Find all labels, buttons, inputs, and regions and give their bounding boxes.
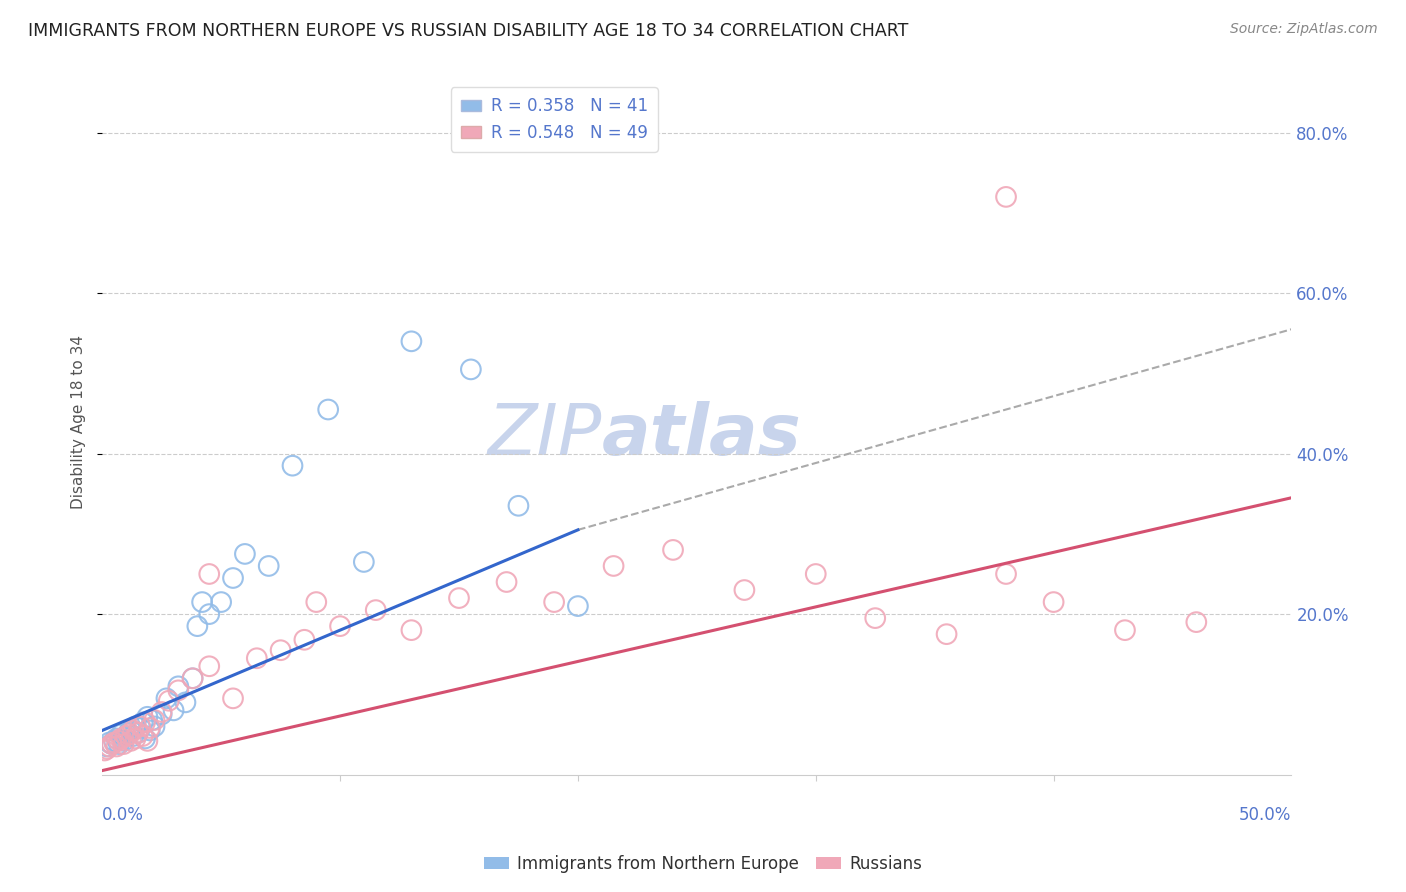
Point (209, 595, 232, 609)
Point (112, 737, 135, 751)
Point (136, 734, 159, 748)
Point (117, 726, 139, 740)
Point (157, 694, 180, 708)
Point (995, 190, 1018, 204)
Point (222, 571, 245, 585)
Point (167, 683, 190, 698)
Point (543, 595, 565, 609)
Point (292, 632, 315, 647)
Point (602, 558, 624, 573)
Text: 50.0%: 50.0% (1239, 806, 1292, 824)
Point (108, 734, 131, 748)
Point (96, 739, 118, 754)
Point (134, 731, 156, 746)
Point (155, 691, 177, 706)
Point (117, 727, 139, 741)
Point (112, 734, 135, 748)
Point (353, 555, 375, 569)
Point (198, 659, 221, 673)
Point (100, 737, 122, 751)
Y-axis label: Disability Age 18 to 34: Disability Age 18 to 34 (72, 334, 86, 508)
Text: atlas: atlas (602, 401, 801, 470)
Point (93, 743, 115, 757)
Point (120, 723, 142, 738)
Point (281, 458, 304, 473)
Point (495, 574, 517, 589)
Point (567, 599, 589, 613)
Point (122, 723, 145, 738)
Point (222, 691, 245, 706)
Point (103, 735, 125, 749)
Point (305, 595, 328, 609)
Point (129, 719, 152, 733)
Point (662, 543, 685, 558)
Point (167, 679, 190, 693)
Text: IMMIGRANTS FROM NORTHERN EUROPE VS RUSSIAN DISABILITY AGE 18 TO 34 CORRELATION C: IMMIGRANTS FROM NORTHERN EUROPE VS RUSSI… (28, 22, 908, 40)
Point (124, 719, 146, 733)
Point (141, 713, 163, 727)
Point (110, 727, 132, 741)
Text: ZIP: ZIP (488, 401, 602, 470)
Point (115, 729, 138, 743)
Point (98, 739, 121, 754)
Point (131, 729, 153, 743)
Point (246, 651, 269, 665)
Point (1114, 623, 1136, 637)
Point (233, 547, 256, 561)
Point (100, 737, 122, 751)
Point (143, 719, 166, 733)
Legend: Immigrants from Northern Europe, Russians: Immigrants from Northern Europe, Russian… (477, 848, 929, 880)
Point (401, 334, 423, 349)
Point (935, 627, 957, 641)
Point (733, 582, 755, 597)
Point (150, 707, 173, 722)
Point (329, 619, 352, 633)
Text: Source: ZipAtlas.com: Source: ZipAtlas.com (1230, 22, 1378, 37)
Point (139, 723, 162, 738)
Point (1042, 595, 1064, 609)
Point (804, 566, 827, 581)
Point (98, 735, 121, 749)
Point (139, 721, 162, 735)
Point (150, 705, 173, 719)
Point (995, 566, 1018, 581)
Point (364, 603, 387, 617)
Point (127, 726, 149, 740)
Point (122, 729, 145, 743)
Point (198, 607, 221, 621)
Point (447, 591, 470, 605)
Point (1185, 615, 1208, 629)
Point (136, 710, 159, 724)
Point (108, 737, 131, 751)
Point (181, 671, 204, 685)
Point (162, 703, 184, 717)
Point (105, 731, 128, 746)
Point (174, 695, 197, 709)
Point (460, 362, 482, 376)
Point (508, 499, 530, 513)
Point (257, 558, 280, 573)
Legend: R = 0.358   N = 41, R = 0.548   N = 49: R = 0.358 N = 41, R = 0.548 N = 49 (450, 87, 658, 152)
Point (270, 643, 292, 657)
Point (131, 715, 153, 730)
Point (198, 566, 221, 581)
Point (110, 731, 132, 746)
Point (103, 734, 125, 748)
Point (191, 595, 214, 609)
Point (134, 715, 156, 730)
Point (96, 742, 118, 756)
Point (863, 611, 886, 625)
Point (401, 623, 423, 637)
Point (129, 721, 152, 735)
Point (316, 402, 339, 417)
Point (127, 726, 149, 740)
Point (181, 671, 204, 685)
Point (105, 739, 128, 754)
Point (115, 729, 138, 743)
Point (124, 731, 146, 746)
Point (186, 619, 208, 633)
Point (120, 734, 142, 748)
Text: 0.0%: 0.0% (103, 806, 143, 824)
Point (143, 713, 166, 727)
